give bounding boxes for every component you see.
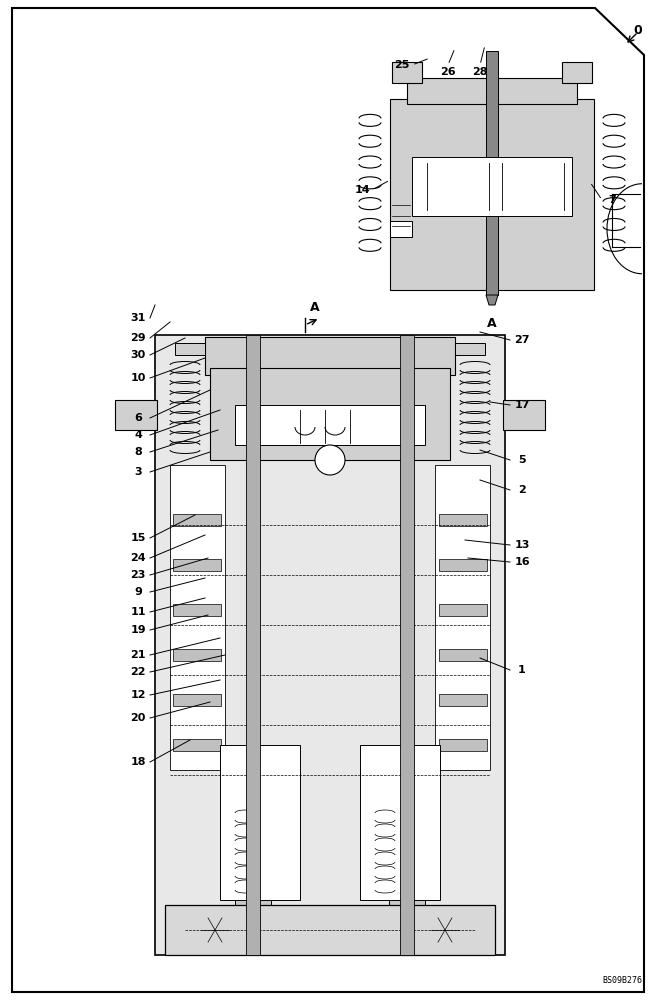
Polygon shape (246, 925, 260, 950)
Bar (503, 400, 545, 430)
Text: 2: 2 (518, 485, 526, 495)
Bar (390, 99, 594, 290)
Bar (173, 514, 221, 526)
Bar (235, 765, 271, 925)
Bar (407, 78, 577, 104)
Text: 11: 11 (131, 607, 146, 617)
Bar (439, 649, 487, 661)
Text: 3: 3 (134, 467, 142, 477)
Bar (165, 905, 495, 955)
Text: 4: 4 (134, 430, 142, 440)
Bar (155, 335, 505, 955)
Bar (175, 343, 205, 355)
Text: 9: 9 (134, 587, 142, 597)
Text: 7: 7 (608, 195, 616, 205)
Bar (390, 221, 412, 237)
Bar (455, 343, 485, 355)
Text: 25: 25 (394, 60, 410, 70)
Text: 30: 30 (131, 350, 146, 360)
Bar (235, 405, 425, 445)
Text: 20: 20 (131, 713, 146, 723)
Polygon shape (400, 925, 414, 950)
Text: 22: 22 (131, 667, 146, 677)
Text: 23: 23 (131, 570, 146, 580)
Bar (173, 649, 221, 661)
Bar (439, 514, 487, 526)
Text: 12: 12 (131, 690, 146, 700)
Bar (400, 335, 414, 955)
Bar (173, 559, 221, 571)
Bar (173, 739, 221, 751)
Bar (439, 739, 487, 751)
Text: 8: 8 (134, 447, 142, 457)
Text: 21: 21 (131, 650, 146, 660)
Text: 19: 19 (130, 625, 146, 635)
Bar (173, 604, 221, 616)
Bar (412, 157, 572, 216)
Bar (439, 604, 487, 616)
Text: 14: 14 (354, 185, 370, 195)
Circle shape (197, 912, 233, 948)
Text: 5: 5 (518, 455, 526, 465)
Bar (439, 694, 487, 706)
Text: 18: 18 (131, 757, 146, 767)
Bar (205, 337, 455, 375)
Text: 29: 29 (130, 333, 146, 343)
Bar (173, 694, 221, 706)
Bar (220, 745, 300, 900)
Bar (246, 335, 260, 955)
Bar (435, 465, 490, 770)
Text: 16: 16 (514, 557, 530, 567)
Text: A: A (487, 317, 497, 330)
Text: BS09B276: BS09B276 (602, 976, 642, 985)
Bar (486, 51, 498, 295)
Text: 17: 17 (514, 400, 530, 410)
Text: 15: 15 (131, 533, 146, 543)
Polygon shape (486, 295, 498, 305)
Text: 24: 24 (130, 553, 146, 563)
Text: 27: 27 (514, 335, 530, 345)
Bar (115, 400, 157, 430)
Bar (360, 745, 440, 900)
Bar (389, 765, 425, 925)
Circle shape (427, 912, 463, 948)
Text: A: A (310, 301, 319, 314)
Text: 0: 0 (634, 24, 642, 37)
Text: 6: 6 (134, 413, 142, 423)
Text: 1: 1 (518, 665, 526, 675)
Bar (210, 368, 450, 460)
Text: 10: 10 (131, 373, 146, 383)
Bar (562, 62, 592, 83)
Bar (392, 62, 422, 83)
Text: 31: 31 (131, 313, 146, 323)
Text: 13: 13 (514, 540, 529, 550)
Text: 26: 26 (440, 67, 456, 77)
Text: 28: 28 (472, 67, 488, 77)
Circle shape (315, 445, 345, 475)
Bar (439, 559, 487, 571)
Bar (170, 465, 225, 770)
